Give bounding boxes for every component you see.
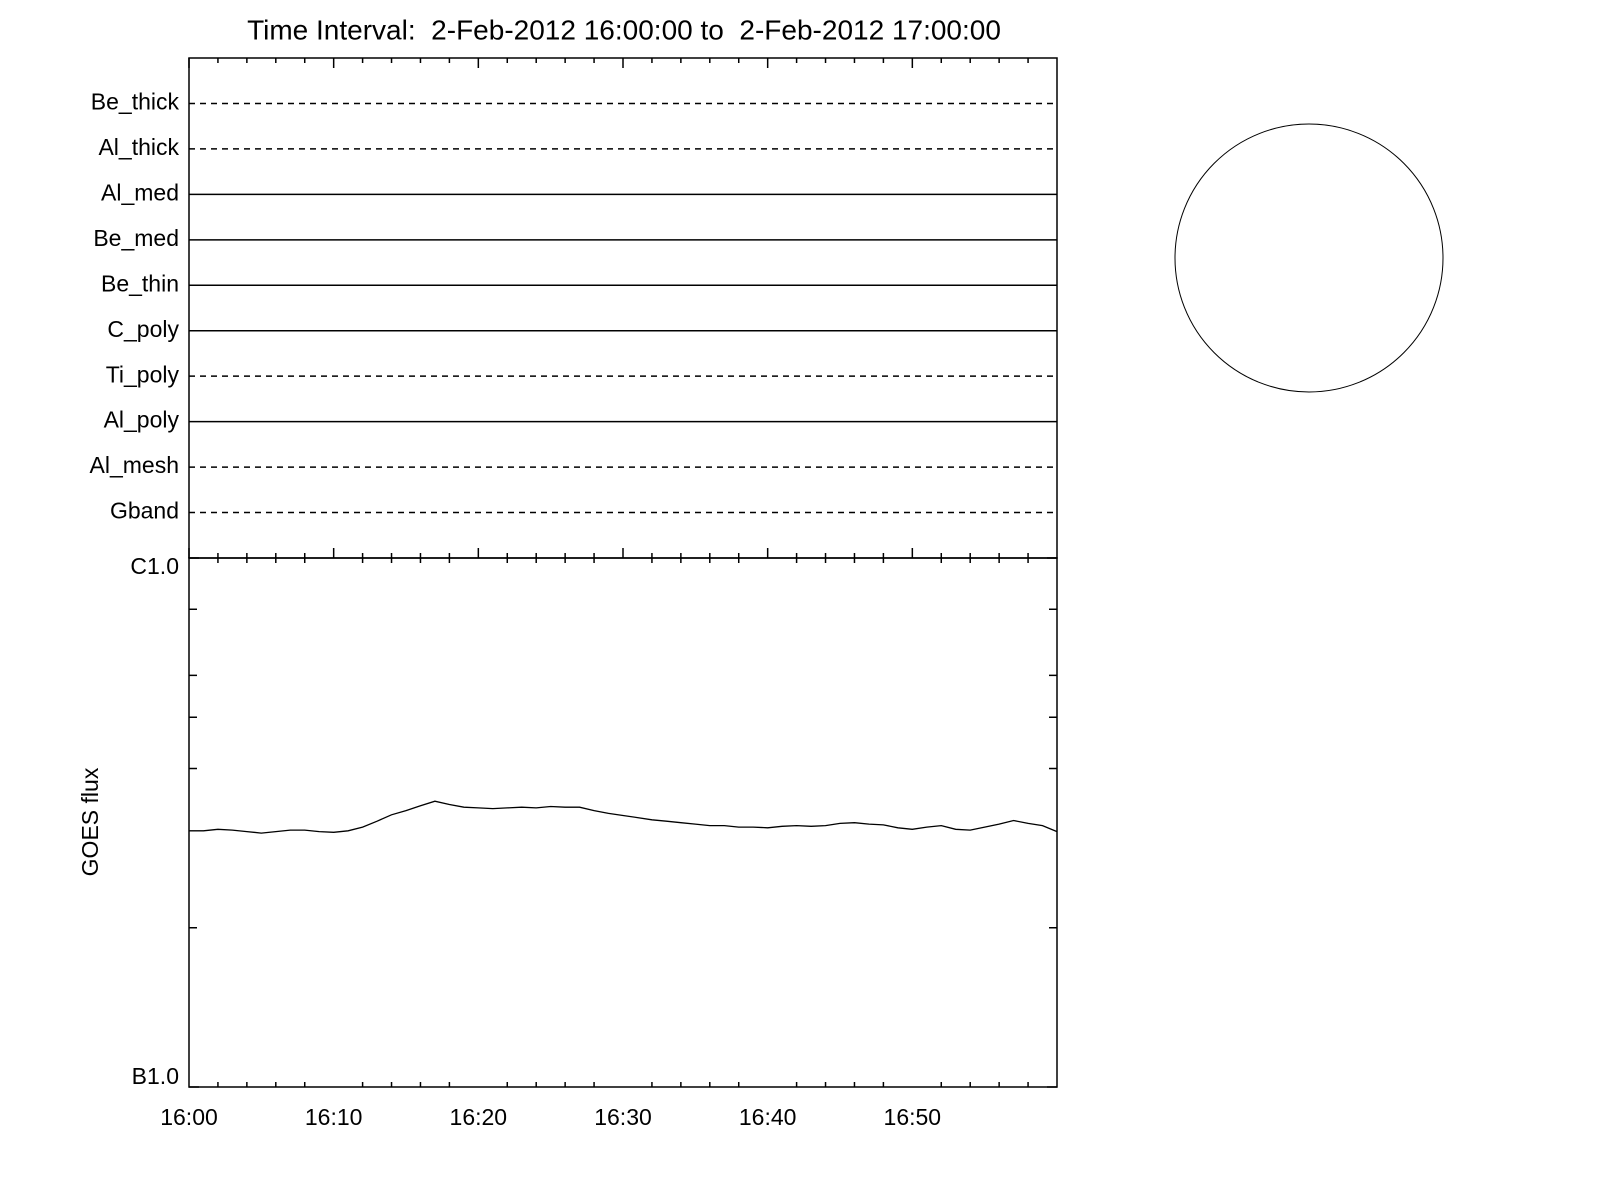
x-tick-label: 16:20 bbox=[450, 1104, 508, 1130]
goes-flux-line bbox=[189, 800, 1058, 834]
solar-disk bbox=[1174, 123, 1444, 393]
row-label: Ti_poly bbox=[106, 361, 180, 387]
y-tick-label: C1.0 bbox=[130, 553, 179, 579]
x-tick-label: 16:10 bbox=[305, 1104, 363, 1130]
x-tick-label: 16:30 bbox=[594, 1104, 652, 1130]
x-tick-label: 16:50 bbox=[884, 1104, 942, 1130]
x-tick-label: 16:00 bbox=[160, 1104, 218, 1130]
row-label: Be_med bbox=[93, 225, 179, 251]
row-label: Al_poly bbox=[104, 407, 180, 433]
row-label: Al_mesh bbox=[90, 452, 179, 478]
y-tick-label: B1.0 bbox=[132, 1063, 179, 1089]
y-axis-label: GOES flux bbox=[77, 767, 103, 876]
row-label: Al_med bbox=[101, 179, 179, 205]
row-label: C_poly bbox=[107, 316, 179, 342]
chart-title: Time Interval: 2-Feb-2012 16:00:00 to 2-… bbox=[247, 14, 1001, 45]
row-label: Be_thin bbox=[101, 270, 179, 296]
row-label: Al_thick bbox=[98, 134, 179, 160]
x-tick-label: 16:40 bbox=[739, 1104, 797, 1130]
row-label: Gband bbox=[110, 498, 179, 524]
row-label: Be_thick bbox=[91, 89, 180, 115]
